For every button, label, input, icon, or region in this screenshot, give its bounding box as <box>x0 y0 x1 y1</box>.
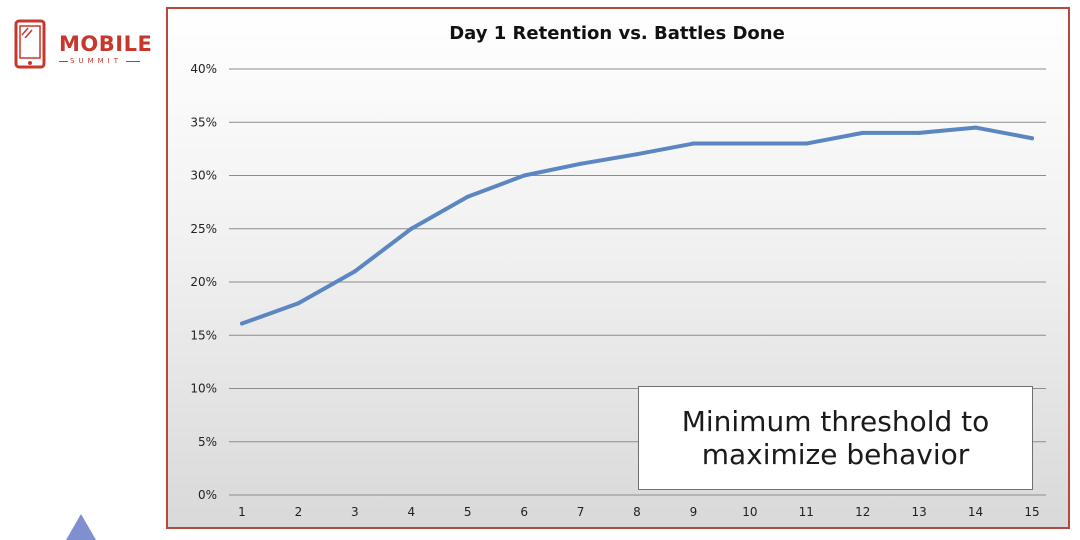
y-tick-label: 0% <box>198 488 217 502</box>
data-point <box>465 194 470 199</box>
x-tick-label: 15 <box>1024 505 1039 519</box>
logo-rule-right <box>126 61 140 62</box>
callout-line-2: maximize behavior <box>701 438 970 471</box>
x-tick-label: 4 <box>407 505 415 519</box>
data-point <box>352 269 357 274</box>
data-point <box>1030 136 1034 141</box>
data-point <box>240 321 244 326</box>
data-point <box>409 226 414 231</box>
data-point <box>804 141 809 146</box>
y-tick-label: 35% <box>190 115 217 129</box>
triangle-icon <box>66 514 96 540</box>
logo-subtitle: SUMMIT <box>70 57 122 65</box>
y-tick-label: 25% <box>190 222 217 236</box>
x-tick-label: 14 <box>968 505 983 519</box>
callout-line-1: Minimum threshold to <box>681 405 990 438</box>
data-point <box>691 141 696 146</box>
data-point <box>578 161 583 166</box>
x-tick-label: 13 <box>912 505 927 519</box>
x-tick-label: 2 <box>295 505 303 519</box>
x-tick-label: 7 <box>577 505 585 519</box>
chart-title: Day 1 Retention vs. Battles Done <box>449 23 785 44</box>
data-point <box>522 173 527 178</box>
x-tick-label: 10 <box>742 505 757 519</box>
data-point <box>917 130 922 135</box>
mobile-summit-logo: MOBILE SUMMIT <box>14 19 152 71</box>
phone-icon <box>14 19 46 69</box>
y-tick-label: 30% <box>190 169 217 183</box>
y-tick-label: 10% <box>190 382 217 396</box>
x-tick-label: 11 <box>799 505 814 519</box>
x-tick-label: 3 <box>351 505 359 519</box>
x-tick-label: 5 <box>464 505 472 519</box>
series-line <box>240 125 1034 326</box>
x-tick-label: 1 <box>238 505 246 519</box>
y-tick-label: 5% <box>198 435 217 449</box>
x-tick-label: 9 <box>690 505 698 519</box>
x-tick-label: 8 <box>633 505 641 519</box>
y-tick-label: 40% <box>190 62 217 76</box>
x-tick-label: 12 <box>855 505 870 519</box>
data-point <box>973 125 978 130</box>
x-tick-label: 6 <box>520 505 528 519</box>
y-tick-label: 20% <box>190 275 217 289</box>
x-axis-ticks: 1 2 3 4 5 6 7 8 9 10 11 12 13 14 15 <box>238 505 1039 519</box>
y-tick-label: 15% <box>190 328 217 342</box>
data-point <box>860 130 865 135</box>
data-point <box>747 141 752 146</box>
data-point <box>296 301 301 306</box>
threshold-callout: Minimum threshold to maximize behavior <box>638 386 1033 490</box>
logo-wordmark: MOBILE <box>59 32 153 56</box>
data-point <box>635 152 639 157</box>
y-axis-ticks: 0% 5% 10% 15% 20% 25% 30% 35% 40% <box>190 62 217 502</box>
logo-rule-left <box>59 61 68 62</box>
series-layer <box>240 125 1034 326</box>
